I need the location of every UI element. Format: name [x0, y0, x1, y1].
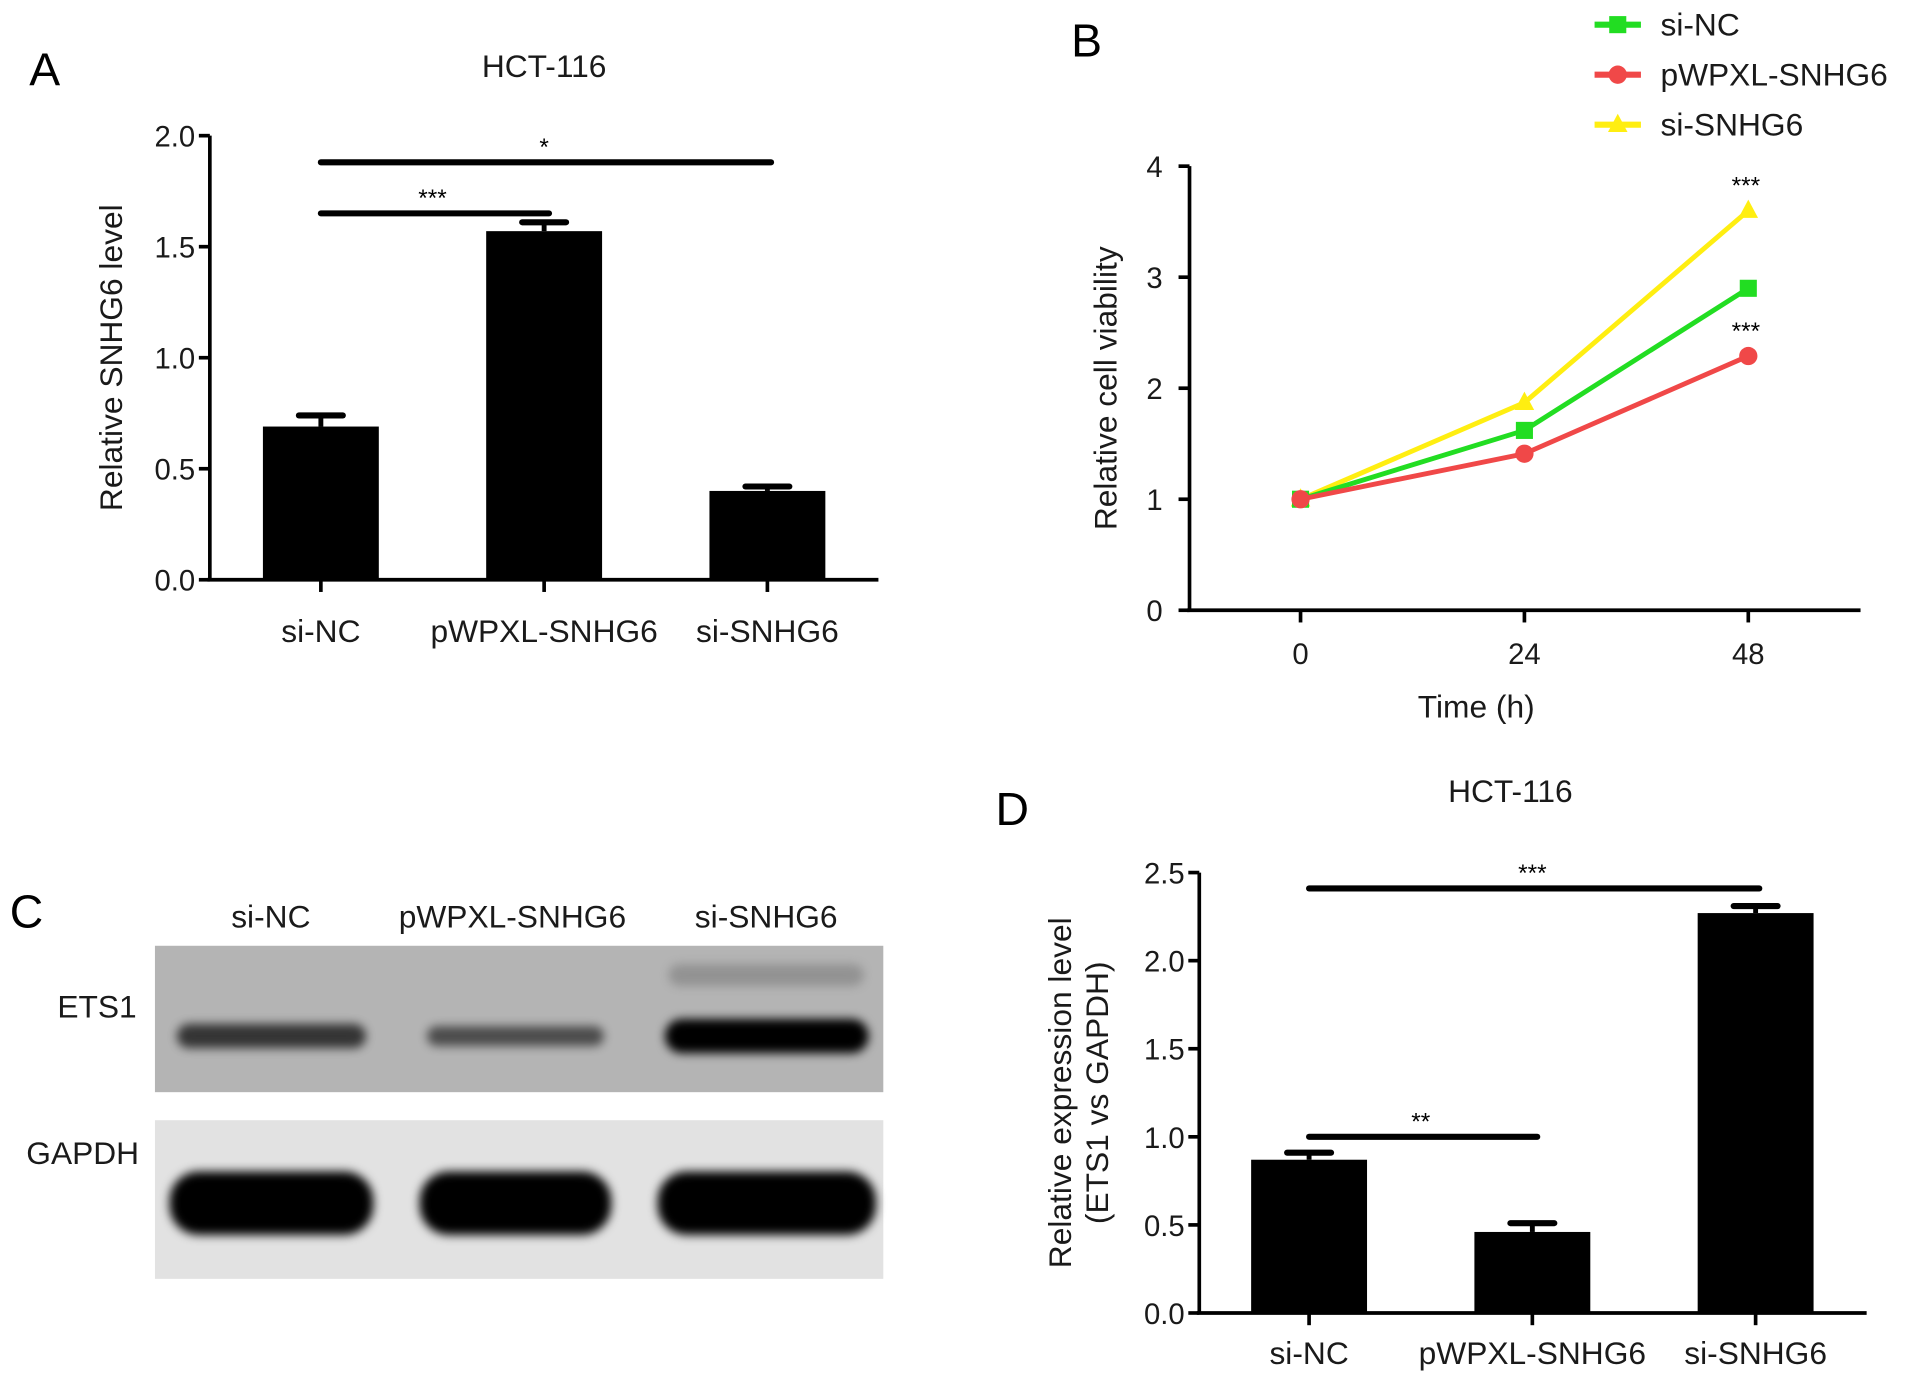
legend-label: si-NC	[1660, 7, 1739, 43]
x-tick-label: pWPXL-SNHG6	[430, 613, 657, 649]
legend-marker	[1609, 16, 1627, 34]
significance-label: ***	[1732, 318, 1761, 345]
y-tick-label: 2	[1146, 373, 1162, 406]
y-tick-label: 3	[1146, 262, 1162, 295]
x-tick-label: pWPXL-SNHG6	[1419, 1335, 1646, 1371]
significance-label: ***	[418, 185, 447, 212]
y-axis-label: Relative SNHG6 level	[93, 204, 129, 511]
y-tick-label: 1.5	[1144, 1034, 1185, 1067]
blot-lane-label: pWPXL-SNHG6	[399, 898, 626, 934]
y-tick-label: 4	[1146, 151, 1162, 184]
gapdh-band	[419, 1171, 612, 1235]
chart-title: HCT-116	[1448, 773, 1573, 809]
legend-item: pWPXL-SNHG6	[1594, 57, 1888, 93]
y-tick-label: 2.0	[1144, 946, 1185, 979]
blot-lane-label: si-NC	[231, 898, 310, 934]
gapdh-band	[657, 1171, 876, 1235]
y-tick-label: 1	[1146, 484, 1162, 517]
x-tick-label: si-SNHG6	[1684, 1335, 1827, 1371]
series-pwpxl-snhg6	[1291, 346, 1758, 509]
blot-lane-label: si-SNHG6	[695, 898, 838, 934]
data-point	[1739, 279, 1757, 297]
y-tick-label: 1.5	[155, 232, 196, 265]
y-tick-label: 2.0	[155, 121, 196, 154]
x-tick-label: si-NC	[1269, 1335, 1348, 1371]
legend: si-NC pWPXL-SNHG6 si-SNHG6	[1594, 7, 1888, 143]
bar-si-nc	[1251, 1159, 1368, 1313]
ets1-upper-band	[668, 964, 864, 987]
y-tick-label: 2.5	[1144, 858, 1185, 891]
data-point	[1738, 199, 1759, 218]
legend-item: si-NC	[1594, 7, 1740, 43]
x-axis-label: Time (h)	[1418, 689, 1535, 725]
panel-label-a: A	[29, 44, 60, 96]
panel-label-d: D	[996, 783, 1029, 835]
data-point	[1515, 444, 1534, 463]
significance-label: ***	[1732, 172, 1761, 199]
x-tick-label: 0	[1292, 638, 1308, 671]
bar-pwpxl-snhg6	[486, 231, 603, 580]
y-axis-label: Relative expression level	[1042, 917, 1078, 1268]
y-tick-label: 0.0	[155, 565, 196, 598]
significance-label: ***	[1518, 860, 1547, 887]
ets1-band	[427, 1026, 604, 1046]
y-axis-label: Relative cell viability	[1087, 246, 1123, 530]
y-tick-label: 0	[1146, 595, 1162, 628]
y-tick-label: 1.0	[1144, 1122, 1185, 1155]
bar-si-snhg6	[1697, 913, 1814, 1313]
legend-label: pWPXL-SNHG6	[1660, 57, 1887, 93]
data-point	[1291, 490, 1310, 509]
x-tick-label: 24	[1508, 638, 1541, 671]
x-tick-label: si-SNHG6	[696, 613, 839, 649]
gapdh-band	[169, 1171, 374, 1235]
legend-marker	[1607, 113, 1628, 133]
chart-a-snhg6-level: HCT-116 0.0 0.5 1.0 1.5 2.0 Relative SNHG6 lev…	[93, 48, 879, 649]
data-point	[1739, 346, 1758, 366]
legend-marker	[1608, 65, 1627, 84]
panel-label-b: B	[1071, 14, 1102, 66]
chart-d-ets1-expression: HCT-116 0.0 0.5 1.0 1.5 2.0 2.5 Relative expres…	[1042, 773, 1867, 1371]
y-tick-label: 0.5	[155, 454, 196, 487]
x-tick-label: si-NC	[281, 613, 360, 649]
y-tick-label: 0.0	[1144, 1298, 1185, 1331]
chart-b-cell-viability: 0 1 2 3 4 0 24 48 Time (h) Relative cell viabilit…	[1087, 7, 1888, 725]
bar-si-snhg6	[709, 490, 826, 580]
x-tick-label: 48	[1732, 638, 1765, 671]
bar-pwpxl-snhg6	[1474, 1231, 1591, 1313]
bar-si-nc	[262, 426, 379, 580]
data-point	[1515, 421, 1533, 439]
western-blot: si-NC pWPXL-SNHG6 si-SNHG6 ETS1 GAPDH	[26, 898, 884, 1279]
blot-row-label-ets1: ETS1	[57, 989, 136, 1025]
y-axis-label-line2: (ETS1 vs GAPDH)	[1079, 961, 1115, 1224]
ets1-band	[664, 1018, 869, 1054]
y-tick-label: 1.0	[155, 343, 196, 376]
data-point	[1514, 391, 1535, 410]
legend-label: si-SNHG6	[1660, 107, 1803, 143]
ets1-band	[176, 1023, 367, 1049]
chart-title: HCT-116	[482, 48, 607, 84]
panel-label-c: C	[10, 885, 43, 937]
significance-label: **	[1411, 1109, 1430, 1136]
y-tick-label: 0.5	[1144, 1210, 1185, 1243]
blot-row-label-gapdh: GAPDH	[26, 1135, 139, 1171]
significance-label: *	[539, 134, 549, 161]
legend-item: si-SNHG6	[1594, 107, 1803, 143]
